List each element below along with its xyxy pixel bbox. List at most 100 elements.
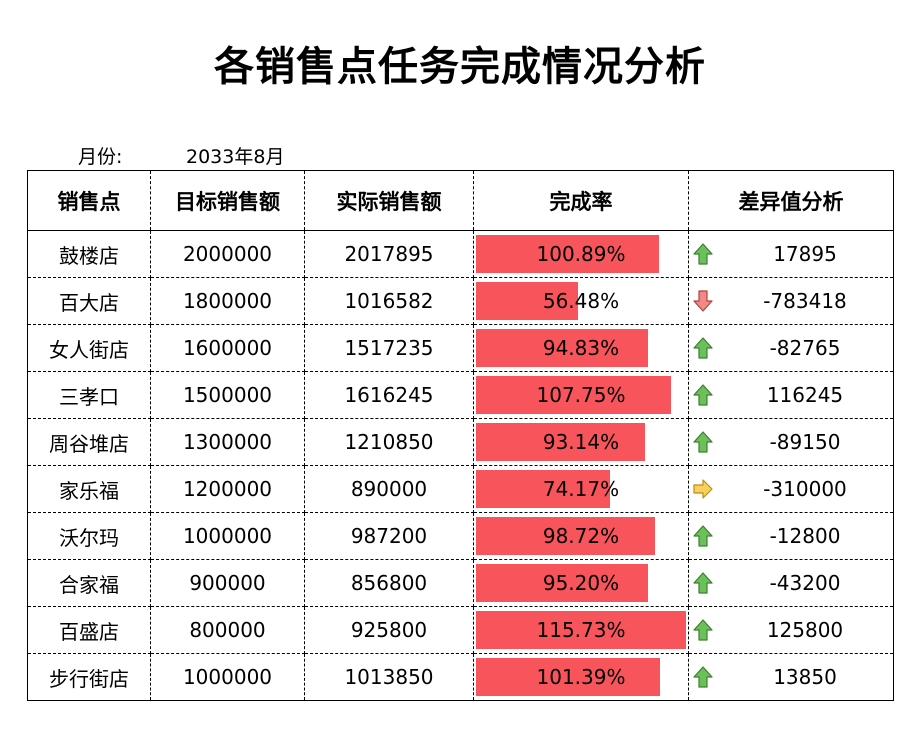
actual-cell: 1517235 (304, 324, 474, 372)
up-arrow-icon (693, 666, 713, 688)
header-actual: 实际销售额 (304, 170, 474, 231)
rate-cell: 93.14% (473, 418, 689, 466)
diff-cell: -43200 (688, 559, 894, 607)
store-cell: 百大店 (27, 277, 151, 325)
target-cell: 800000 (150, 606, 305, 654)
diff-text: -12800 (769, 524, 841, 548)
rate-cell: 95.20% (473, 559, 689, 607)
rate-text: 100.89% (536, 242, 626, 266)
table-row: 沃尔玛 1000000 987200 98.72% -12800 (27, 512, 894, 560)
store-cell: 鼓楼店 (27, 230, 151, 278)
rate-bar (476, 376, 672, 414)
up-arrow-icon (693, 337, 713, 359)
diff-text: -310000 (763, 477, 847, 501)
rate-text: 101.39% (536, 665, 626, 689)
rate-cell: 98.72% (473, 512, 689, 560)
table-row: 鼓楼店 2000000 2017895 100.89% 17895 (27, 230, 894, 278)
target-cell: 1800000 (150, 277, 305, 325)
actual-cell: 856800 (304, 559, 474, 607)
up-arrow-icon (693, 243, 713, 265)
rate-cell: 94.83% (473, 324, 689, 372)
target-cell: 1500000 (150, 371, 305, 419)
header-row: 销售点 目标销售额 实际销售额 完成率 差异值分析 (27, 170, 894, 231)
up-arrow-icon (693, 619, 713, 641)
rate-text: 93.14% (542, 430, 620, 454)
diff-cell: -783418 (688, 277, 894, 325)
actual-cell: 890000 (304, 465, 474, 513)
target-cell: 1200000 (150, 465, 305, 513)
table-row: 百大店 1800000 1016582 56.48% -783418 (27, 277, 894, 325)
table-row: 家乐福 1200000 890000 74.17% -310000 (27, 465, 894, 513)
diff-cell: 116245 (688, 371, 894, 419)
store-cell: 三孝口 (27, 371, 151, 419)
diff-cell: -82765 (688, 324, 894, 372)
actual-cell: 925800 (304, 606, 474, 654)
rate-cell: 115.73% (473, 606, 689, 654)
header-store: 销售点 (27, 170, 151, 231)
diff-text: -783418 (763, 289, 847, 313)
actual-cell: 1616245 (304, 371, 474, 419)
header-target: 目标销售额 (150, 170, 305, 231)
store-cell: 合家福 (27, 559, 151, 607)
rate-cell: 74.17% (473, 465, 689, 513)
diff-cell: 17895 (688, 230, 894, 278)
rate-bar (476, 282, 579, 320)
table-row: 周谷堆店 1300000 1210850 93.14% -89150 (27, 418, 894, 466)
target-cell: 1600000 (150, 324, 305, 372)
rate-cell: 56.48% (473, 277, 689, 325)
target-cell: 1000000 (150, 512, 305, 560)
header-rate: 完成率 (473, 170, 689, 231)
month-label: 月份: (78, 146, 123, 168)
target-cell: 1300000 (150, 418, 305, 466)
diff-cell: 13850 (688, 653, 894, 701)
rate-cell: 101.39% (473, 653, 689, 701)
month-value: 2033年8月 (186, 146, 285, 168)
sales-table: 销售点 目标销售额 实际销售额 完成率 差异值分析 鼓楼店 2000000 2017… (27, 170, 894, 701)
target-cell: 1000000 (150, 653, 305, 701)
target-cell: 2000000 (150, 230, 305, 278)
target-cell: 900000 (150, 559, 305, 607)
down-arrow-icon (693, 290, 713, 312)
rate-cell: 100.89% (473, 230, 689, 278)
rate-text: 115.73% (536, 618, 626, 642)
table-row: 女人街店 1600000 1517235 94.83% -82765 (27, 324, 894, 372)
rate-bar (476, 564, 649, 602)
up-arrow-icon (693, 525, 713, 547)
diff-text: -43200 (769, 571, 841, 595)
rate-bar (476, 470, 611, 508)
diff-cell: -12800 (688, 512, 894, 560)
diff-cell: -310000 (688, 465, 894, 513)
table-row: 三孝口 1500000 1616245 107.75% 116245 (27, 371, 894, 419)
table-row: 百盛店 800000 925800 115.73% 125800 (27, 606, 894, 654)
rate-bar (476, 658, 660, 696)
diff-text: -89150 (769, 430, 841, 454)
rate-bar (476, 423, 645, 461)
up-arrow-icon (693, 431, 713, 453)
actual-cell: 1016582 (304, 277, 474, 325)
rate-bar (476, 329, 648, 367)
right-arrow-icon (693, 479, 713, 499)
diff-text: 125800 (766, 618, 844, 642)
actual-cell: 2017895 (304, 230, 474, 278)
up-arrow-icon (693, 384, 713, 406)
store-cell: 沃尔玛 (27, 512, 151, 560)
store-cell: 家乐福 (27, 465, 151, 513)
actual-cell: 1013850 (304, 653, 474, 701)
up-arrow-icon (693, 572, 713, 594)
table-row: 步行街店 1000000 1013850 101.39% 13850 (27, 653, 894, 701)
header-diff: 差异值分析 (688, 170, 894, 231)
page-title: 各销售点任务完成情况分析 (214, 44, 706, 90)
diff-cell: -89150 (688, 418, 894, 466)
store-cell: 周谷堆店 (27, 418, 151, 466)
rate-text: 94.83% (542, 336, 620, 360)
rate-text: 107.75% (536, 383, 626, 407)
rate-bar (476, 611, 686, 649)
diff-text: -82765 (769, 336, 841, 360)
actual-cell: 987200 (304, 512, 474, 560)
diff-text: 17895 (773, 242, 837, 266)
rate-text: 56.48% (542, 289, 620, 313)
diff-text: 13850 (773, 665, 837, 689)
diff-cell: 125800 (688, 606, 894, 654)
rate-text: 95.20% (542, 571, 620, 595)
store-cell: 女人街店 (27, 324, 151, 372)
